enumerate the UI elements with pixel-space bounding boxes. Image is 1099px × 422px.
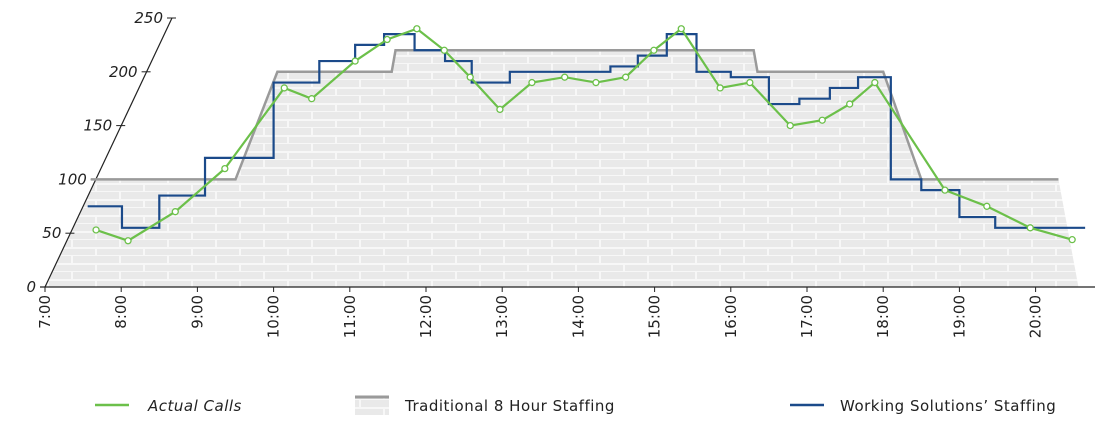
y-tick-label: 150 xyxy=(84,117,113,135)
data-point xyxy=(222,166,228,172)
data-point xyxy=(984,203,990,209)
staffing-area xyxy=(45,50,1078,287)
data-point xyxy=(1069,237,1075,243)
data-point xyxy=(562,74,568,80)
legend-label: Working Solutions’ Staffing xyxy=(840,397,1056,415)
data-point xyxy=(1027,225,1033,231)
y-tick-label: 200 xyxy=(109,63,138,81)
x-tick-label: 12:00 xyxy=(417,295,435,338)
y-tick-label: 100 xyxy=(58,170,87,188)
data-point xyxy=(414,26,420,32)
x-tick-label: 9:00 xyxy=(188,295,206,329)
legend-label: Actual Calls xyxy=(147,397,242,415)
data-point xyxy=(623,74,629,80)
data-point xyxy=(172,209,178,215)
x-tick-label: 14:00 xyxy=(569,295,587,338)
data-point xyxy=(593,80,599,86)
x-tick-label: 19:00 xyxy=(950,295,968,338)
data-point xyxy=(847,101,853,107)
y-tick-label: 0 xyxy=(26,278,36,296)
x-tick-label: 20:00 xyxy=(1027,295,1045,338)
data-point xyxy=(467,74,473,80)
data-point xyxy=(819,117,825,123)
data-point xyxy=(281,85,287,91)
data-point xyxy=(497,106,503,112)
data-point xyxy=(717,85,723,91)
data-point xyxy=(942,187,948,193)
data-point xyxy=(872,80,878,86)
data-point xyxy=(441,47,447,53)
data-point xyxy=(529,80,535,86)
data-point xyxy=(125,238,131,244)
data-point xyxy=(93,227,99,233)
x-tick-label: 17:00 xyxy=(798,295,816,338)
data-point xyxy=(309,96,315,102)
data-point xyxy=(747,80,753,86)
x-tick-label: 11:00 xyxy=(341,295,359,338)
y-tick-label: 50 xyxy=(42,224,61,242)
x-tick-label: 15:00 xyxy=(646,295,664,338)
x-tick-label: 8:00 xyxy=(112,295,130,329)
data-point xyxy=(384,37,390,43)
x-tick-label: 13:00 xyxy=(493,295,511,338)
x-tick-label: 16:00 xyxy=(722,295,740,338)
data-point xyxy=(651,47,657,53)
x-tick-label: 18:00 xyxy=(874,295,892,338)
y-tick-label: 250 xyxy=(134,9,163,27)
data-point xyxy=(352,58,358,64)
x-tick-label: 10:00 xyxy=(265,295,283,338)
x-tick-label: 7:00 xyxy=(36,295,54,329)
legend-swatch xyxy=(355,397,389,415)
data-point xyxy=(678,26,684,32)
chart: 0 50 100 150 200 250 7:00 8:00 9:00 10:00 11:00 12:… xyxy=(0,0,1099,418)
data-point xyxy=(787,123,793,129)
legend-label: Traditional 8 Hour Staffing xyxy=(404,397,615,415)
